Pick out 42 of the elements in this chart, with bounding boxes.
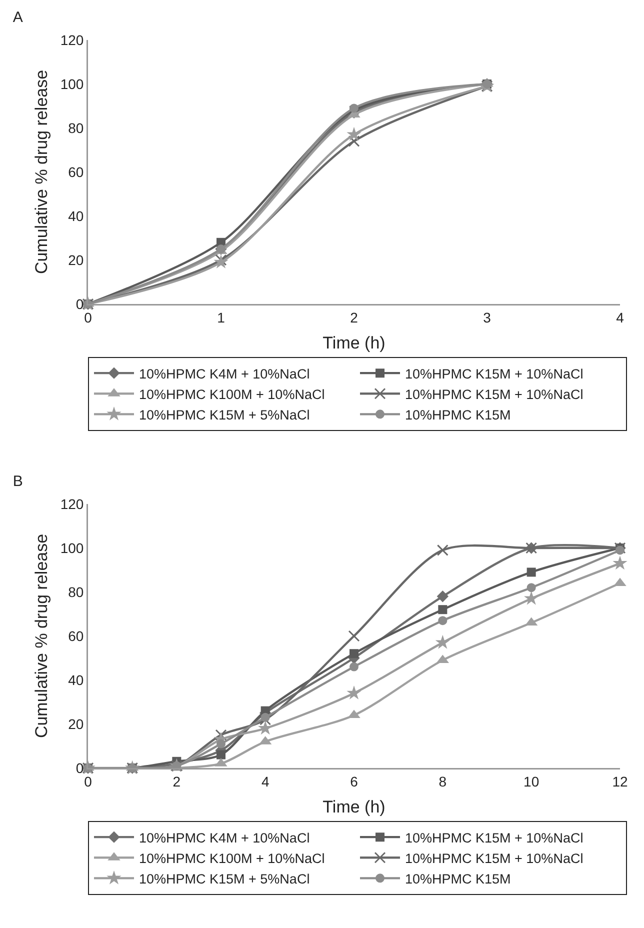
y-tick-label: 100 (60, 76, 84, 92)
legend-label: 10%HPMC K15M + 5%NaCl (139, 871, 310, 886)
y-tick-label: 120 (60, 32, 84, 48)
y-tick-label: 80 (68, 584, 84, 600)
x-tick-label: 6 (350, 773, 358, 790)
x-tick-label: 2 (172, 773, 181, 790)
x-tick-label: 8 (438, 773, 447, 790)
legend-label: 10%HPMC K15M (405, 407, 511, 422)
y-tick-label: 0 (76, 296, 84, 312)
x-tick-label: 1 (217, 309, 226, 326)
legend-label: 10%HPMC K15M + 10%NaCl (405, 386, 584, 402)
y-tick-label: 20 (68, 716, 84, 732)
x-tick-label: 4 (616, 309, 624, 326)
y-tick-label: 60 (68, 628, 84, 644)
x-axis-title: Time (h) (322, 797, 386, 816)
x-tick-label: 10 (524, 773, 540, 790)
legend-label: 10%HPMC K15M + 5%NaCl (139, 407, 310, 422)
y-tick-label: 40 (68, 208, 84, 224)
x-tick-label: 2 (350, 309, 358, 326)
y-tick-label: 120 (60, 496, 84, 512)
chart-title: B (12, 473, 23, 490)
legend-label: 10%HPMC K15M + 10%NaCl (405, 850, 584, 866)
legend-label: 10%HPMC K15M + 10%NaCl (405, 366, 584, 382)
legend-label: 10%HPMC K15M (405, 871, 511, 886)
y-tick-label: 0 (76, 760, 84, 776)
y-tick-label: 60 (68, 164, 84, 180)
legend-label: 10%HPMC K4M + 10%NaCl (139, 366, 310, 382)
x-axis-title: Time (h) (322, 333, 386, 352)
x-tick-label: 4 (261, 773, 270, 790)
y-tick-label: 100 (60, 540, 84, 556)
x-tick-label: 3 (483, 309, 492, 326)
y-tick-label: 20 (68, 252, 84, 268)
legend-label: 10%HPMC K4M + 10%NaCl (139, 830, 310, 846)
x-tick-label: 12 (612, 773, 628, 790)
y-tick-label: 40 (68, 672, 84, 688)
y-axis-title: Cumulative % drug release (32, 534, 52, 738)
legend-label: 10%HPMC K100M + 10%NaCl (139, 850, 325, 866)
y-axis-title: Cumulative % drug release (32, 70, 52, 274)
chart-title: A (12, 9, 23, 26)
legend-label: 10%HPMC K100M + 10%NaCl (139, 386, 325, 402)
legend-label: 10%HPMC K15M + 10%NaCl (405, 830, 584, 846)
y-tick-label: 80 (68, 120, 84, 136)
